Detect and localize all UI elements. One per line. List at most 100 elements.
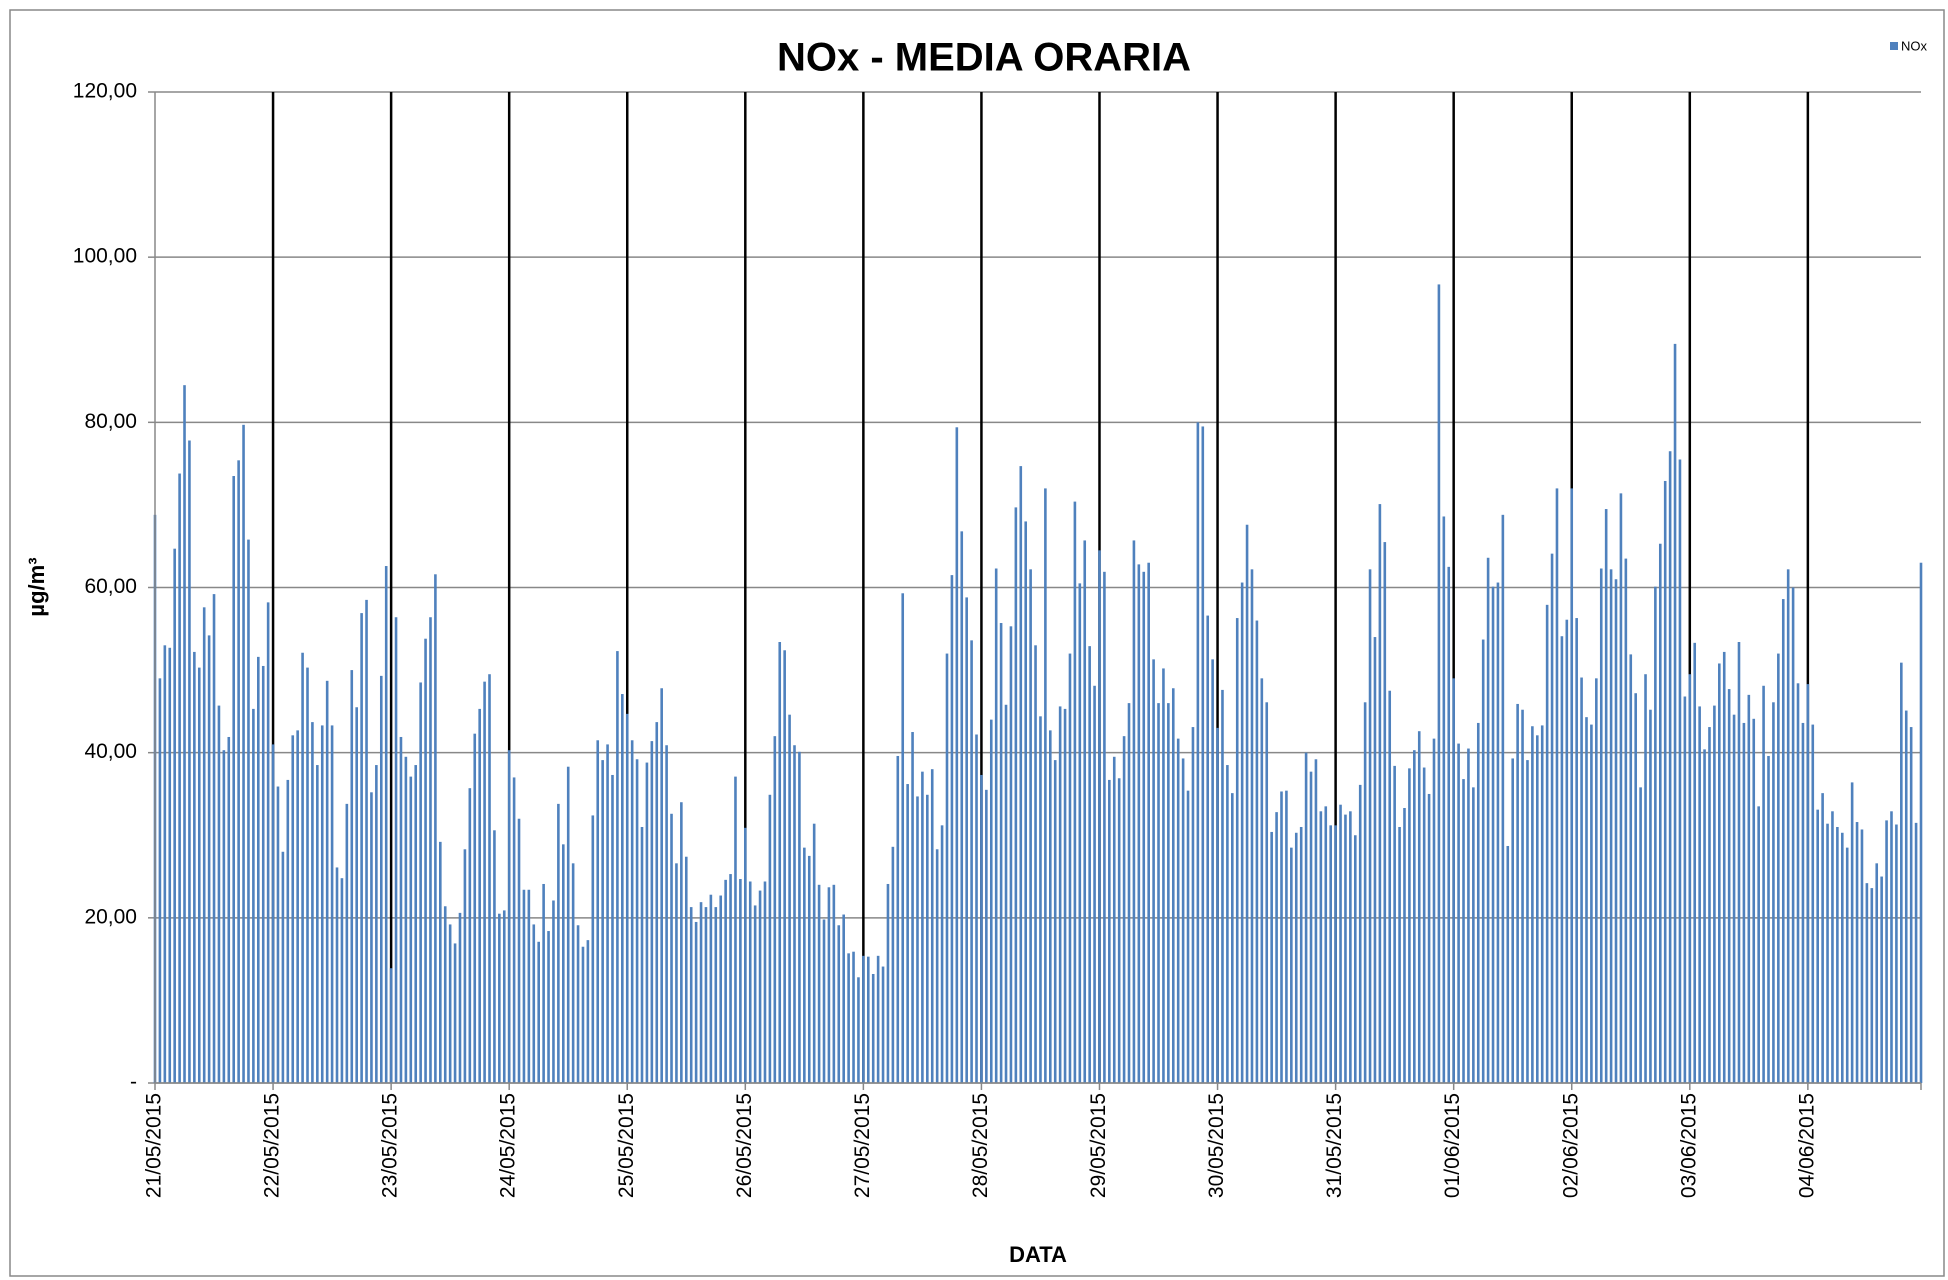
bar bbox=[1275, 812, 1278, 1083]
bar bbox=[1191, 727, 1195, 1083]
bar bbox=[1417, 731, 1421, 1083]
x-tick-label: 01/06/2015 bbox=[1441, 1093, 1464, 1198]
bar bbox=[1280, 791, 1283, 1083]
bar bbox=[1235, 618, 1239, 1083]
x-tick-label: 25/05/2015 bbox=[615, 1093, 638, 1198]
bar bbox=[812, 823, 816, 1083]
y-tick-label: 40,00 bbox=[84, 740, 137, 763]
bar bbox=[1698, 706, 1701, 1083]
bar bbox=[650, 741, 654, 1083]
y-tick-label: 60,00 bbox=[84, 575, 137, 598]
bar bbox=[1658, 543, 1662, 1083]
bar bbox=[1063, 708, 1067, 1083]
bar bbox=[1309, 771, 1313, 1083]
bar bbox=[1176, 738, 1180, 1083]
bar bbox=[1496, 582, 1500, 1083]
bar bbox=[316, 765, 319, 1083]
bar bbox=[1727, 689, 1731, 1083]
bar bbox=[965, 597, 968, 1083]
bar bbox=[1378, 504, 1382, 1083]
bar bbox=[394, 617, 398, 1083]
bar bbox=[1865, 883, 1869, 1083]
bar bbox=[1747, 694, 1751, 1083]
bar bbox=[271, 744, 275, 1083]
bar bbox=[655, 722, 659, 1083]
bar bbox=[1157, 703, 1160, 1083]
bar bbox=[1880, 876, 1883, 1083]
bar bbox=[1506, 845, 1510, 1083]
bar bbox=[1840, 832, 1844, 1083]
bar bbox=[188, 440, 191, 1083]
bar bbox=[852, 951, 855, 1083]
bar bbox=[729, 874, 732, 1083]
bar bbox=[1481, 639, 1485, 1083]
bar bbox=[311, 722, 314, 1083]
bar bbox=[788, 714, 791, 1083]
bar bbox=[483, 681, 486, 1083]
bar bbox=[473, 733, 477, 1083]
bar bbox=[1826, 823, 1829, 1083]
bar bbox=[1048, 730, 1052, 1083]
bar bbox=[1737, 642, 1741, 1083]
bar bbox=[1565, 619, 1569, 1083]
bar bbox=[183, 385, 186, 1083]
bar bbox=[975, 734, 978, 1083]
bar bbox=[1491, 586, 1495, 1083]
bar bbox=[896, 755, 900, 1083]
bar bbox=[350, 670, 354, 1083]
chart-title: NOx - MEDIA ORARIA bbox=[777, 36, 1191, 80]
bar bbox=[478, 708, 481, 1083]
bar bbox=[734, 776, 737, 1083]
chart-border bbox=[9, 9, 1945, 1277]
bar bbox=[1624, 558, 1628, 1083]
bar bbox=[1457, 743, 1460, 1083]
bar bbox=[1521, 709, 1524, 1083]
bar bbox=[616, 651, 619, 1083]
bar bbox=[419, 682, 422, 1083]
bar bbox=[458, 912, 462, 1083]
bar bbox=[448, 924, 452, 1083]
bar bbox=[1540, 725, 1544, 1083]
bar bbox=[1349, 811, 1352, 1083]
bar bbox=[566, 766, 570, 1083]
bar bbox=[571, 863, 575, 1083]
bar bbox=[1688, 674, 1692, 1083]
bar bbox=[635, 759, 639, 1083]
bar bbox=[1039, 716, 1042, 1083]
bar bbox=[281, 851, 285, 1083]
bar bbox=[1580, 677, 1583, 1083]
bar bbox=[1609, 569, 1613, 1083]
bar bbox=[1078, 583, 1082, 1083]
bar bbox=[443, 906, 447, 1083]
bar bbox=[847, 953, 850, 1083]
bar bbox=[173, 548, 176, 1083]
bar bbox=[768, 794, 772, 1083]
bar bbox=[1713, 705, 1716, 1083]
bar bbox=[1663, 480, 1667, 1083]
bar bbox=[886, 883, 890, 1083]
bar bbox=[168, 647, 172, 1083]
bar bbox=[384, 566, 388, 1083]
bar bbox=[1432, 738, 1436, 1083]
bar bbox=[807, 855, 811, 1083]
bar bbox=[1329, 825, 1332, 1083]
bar bbox=[345, 803, 349, 1083]
bar bbox=[1836, 826, 1839, 1083]
bar bbox=[1299, 826, 1303, 1083]
bar bbox=[1752, 718, 1756, 1083]
bar bbox=[502, 910, 506, 1083]
bar bbox=[1304, 752, 1308, 1083]
bar bbox=[468, 788, 472, 1083]
bar bbox=[1604, 509, 1608, 1083]
bar bbox=[1108, 779, 1111, 1083]
bar bbox=[1501, 514, 1505, 1083]
bar bbox=[581, 946, 585, 1083]
bar bbox=[404, 756, 408, 1083]
bar bbox=[1781, 599, 1785, 1083]
bar bbox=[1437, 284, 1441, 1083]
bar bbox=[798, 751, 801, 1083]
bar bbox=[1614, 579, 1618, 1083]
bar bbox=[591, 815, 595, 1083]
bar bbox=[1708, 727, 1711, 1083]
bar bbox=[212, 594, 216, 1083]
